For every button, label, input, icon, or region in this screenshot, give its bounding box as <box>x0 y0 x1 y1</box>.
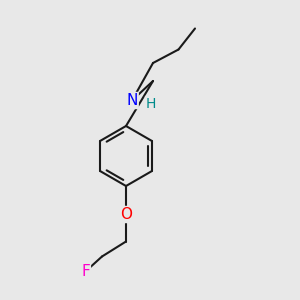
Text: F: F <box>81 264 90 279</box>
Text: N: N <box>126 93 138 108</box>
Text: O: O <box>120 207 132 222</box>
Text: H: H <box>146 97 156 110</box>
